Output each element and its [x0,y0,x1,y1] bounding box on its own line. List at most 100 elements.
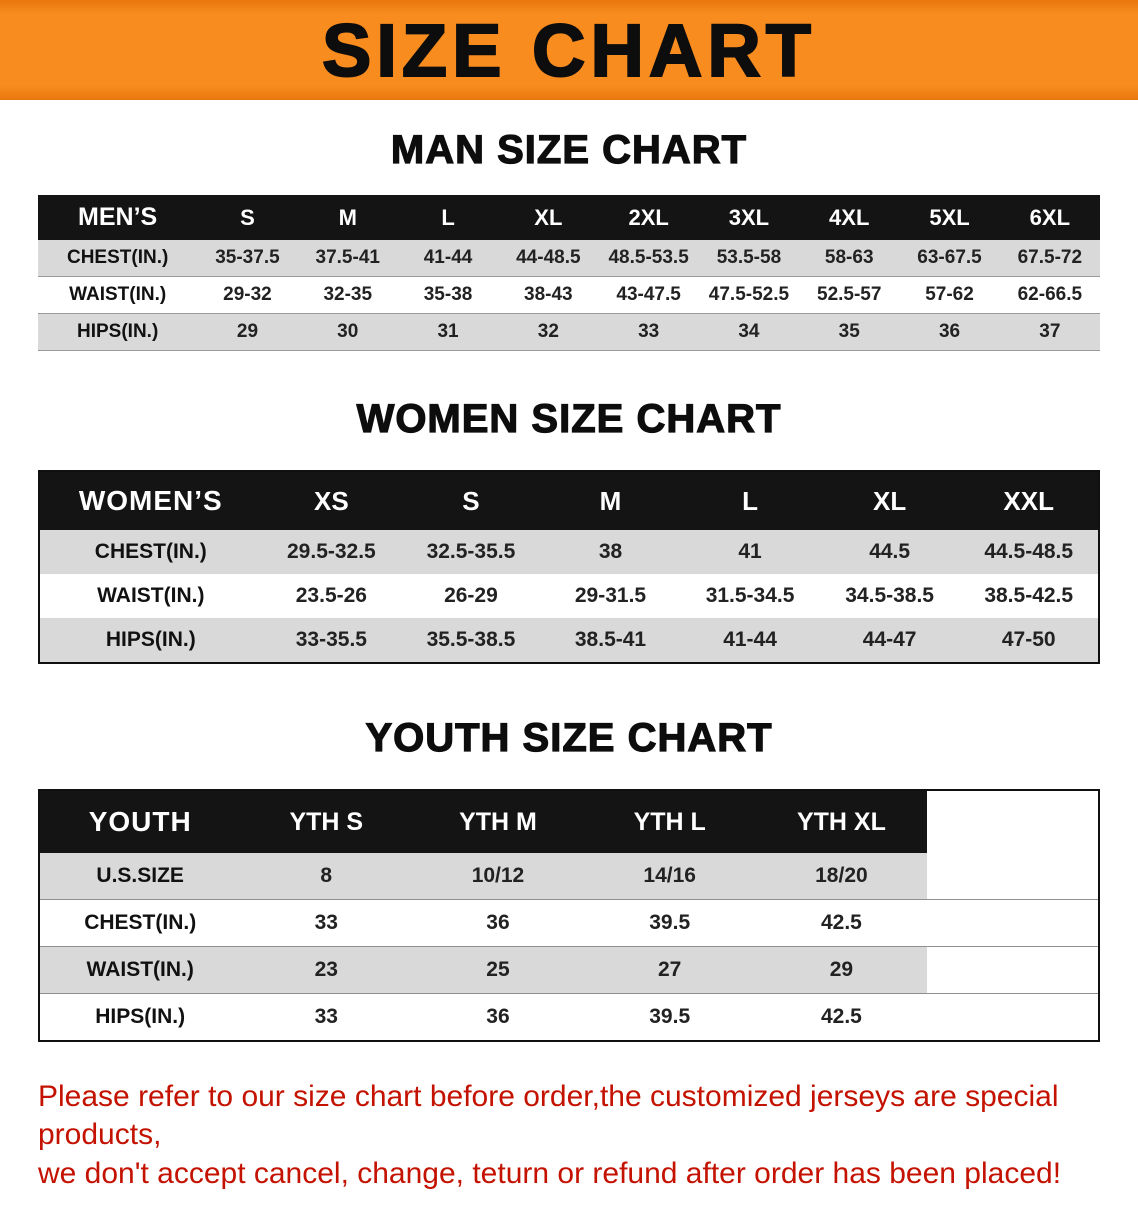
size-value-cell: 44-47 [862,628,917,651]
size-chart-banner: SIZE CHART [0,0,1138,100]
size-value-cell: 26-29 [444,584,498,607]
size-value-cell: 37.5-41 [315,247,380,268]
size-value-cell: 14/16 [643,864,696,887]
size-value-cell: 42.5 [820,911,862,934]
disclaimer-line-1: Please refer to our size chart before or… [38,1080,1059,1152]
size-value-cell: 8 [320,864,333,887]
size-value-cell: 30 [337,321,359,342]
size-value-cell: 32.5-35.5 [426,540,516,563]
size-value-cell: 34 [738,321,760,342]
row-label-cell: HIPS(IN.) [95,1005,186,1028]
size-value-cell: 27 [658,958,682,981]
size-header-cell: 2XL [628,204,669,230]
size-value-cell: 42.5 [820,1005,862,1028]
size-value-cell: 47.5-52.5 [708,284,790,305]
size-value-cell: 43-47.5 [616,284,681,305]
row-label-cell: CHEST(IN.) [94,540,207,563]
size-row: CHEST(IN.) 33 36 39.5 42.5 [39,899,1099,947]
size-value-cell: 31 [437,321,459,342]
size-header-cell: 3XL [728,204,770,230]
size-value-cell: 29-31.5 [574,584,647,607]
size-header-cell: S [462,485,480,516]
size-value-cell: 38-43 [524,284,573,305]
size-header-cell: XS [314,485,349,516]
size-value-cell: 37 [1039,321,1061,342]
size-value-cell: 10/12 [471,864,525,887]
size-value-cell: 35.5-38.5 [426,628,516,651]
size-header-cell: XL [873,485,907,516]
women-table-body: CHEST(IN.) 29.5-32.5 32.5-35.5 38 41 44.5 44.5… [39,530,1099,663]
size-value-cell: 38.5-41 [574,628,647,651]
size-header-cell: 6XL [1029,204,1071,230]
row-label-cell: U.S.SIZE [96,864,184,887]
size-value-cell: 33 [314,911,338,934]
size-value-cell: 29 [236,321,259,342]
table-name-cell: YOUTH [88,806,192,837]
size-value-cell: 62-66.5 [1017,284,1083,305]
size-value-cell: 29-32 [223,284,272,305]
size-value-cell: 29.5-32.5 [287,540,376,563]
men-size-table: MEN’S S M L XL 2XL 3XL 4XL 5XL 6XL CHEST(IN.) 35-3… [38,195,1100,351]
men-section-heading: MAN SIZE CHART [390,127,748,172]
size-value-cell: 23 [314,958,338,981]
size-value-cell: 35-38 [423,284,473,305]
women-size-table: WOMEN’S XS S M L XL XXL CHEST(IN.) 29.5-32.5 32.… [38,470,1100,664]
size-value-cell: 41 [738,540,762,563]
men-size-section: MAN SIZE CHART MEN’S S M L XL 2XL 3XL 4XL 5XL 6XL… [0,100,1138,351]
size-value-cell: 41-44 [723,628,777,651]
size-header-cell: XXL [1003,485,1054,516]
size-header-cell: YTH S [289,807,364,836]
size-header-cell: YTH M [459,807,537,836]
row-label-cell: CHEST(IN.) [84,911,197,934]
youth-table-body: U.S.SIZE 8 10/12 14/16 18/20 CHEST(IN.) 33 36 39… [39,853,1099,1041]
size-header-cell: S [240,204,255,230]
size-row: WAIST(IN.) 23.5-26 26-29 29-31.5 31.5-34.5 34… [39,574,1099,618]
youth-table-header-row: YOUTH YTH S YTH M YTH L YTH XL [39,790,1099,853]
table-name-cell: WOMEN’S [78,485,223,516]
size-row: CHEST(IN.) 29.5-32.5 32.5-35.5 38 41 44.5 44.5… [39,530,1099,574]
size-value-cell: 25 [486,958,510,981]
row-label-cell: WAIST(IN.) [86,958,194,981]
women-table-header-row: WOMEN’S XS S M L XL XXL [39,471,1099,530]
size-value-cell: 18/20 [815,864,868,887]
size-header-cell: 4XL [829,204,870,230]
youth-size-section: YOUTH SIZE CHART YOUTH YTH S YTH M YTH L YTH… [0,664,1138,1042]
size-header-cell: L [441,204,455,230]
size-value-cell: 36 [938,321,961,342]
disclaimer: Please refer to our size chart before or… [38,1078,1100,1207]
size-value-cell: 34.5-38.5 [845,584,934,607]
size-row: HIPS(IN.) 33-35.5 35.5-38.5 38.5-41 41-44 44-… [39,618,1099,663]
row-label-cell: HIPS(IN.) [105,628,196,651]
size-value-cell: 44-48.5 [516,247,581,268]
size-value-cell: 36 [486,1005,510,1028]
size-row: WAIST(IN.) 29-32 32-35 35-38 38-43 43-47.5 47.… [38,276,1100,314]
size-value-cell: 39.5 [649,1005,691,1028]
size-value-cell: 33 [638,321,660,342]
size-header-cell: L [742,485,758,516]
women-size-section: WOMEN SIZE CHART WOMEN’S XS S M L XL XXL CHEST… [0,351,1138,664]
size-value-cell: 67.5-72 [1017,247,1083,268]
size-value-cell: 52.5-57 [817,284,882,305]
size-value-cell: 23.5-26 [295,584,367,607]
youth-size-table: YOUTH YTH S YTH M YTH L YTH XL U.S.SIZE 8 10/1… [38,789,1100,1042]
size-header-cell: YTH XL [796,807,886,836]
size-row: CHEST(IN.) 35-37.5 37.5-41 41-44 44-48.5 48.5… [38,240,1100,277]
size-value-cell: 32-35 [323,284,373,305]
size-row: U.S.SIZE 8 10/12 14/16 18/20 [39,853,1099,900]
size-value-cell: 31.5-34.5 [705,584,795,607]
size-header-cell: YTH L [633,807,706,836]
men-table-body: CHEST(IN.) 35-37.5 37.5-41 41-44 44-48.5 48.5… [38,240,1100,351]
size-value-cell: 48.5-53.5 [608,247,689,268]
row-label-cell: HIPS(IN.) [77,321,159,342]
size-value-cell: 44.5-48.5 [984,540,1074,563]
disclaimer-line-2: we don't accept cancel, change, teturn o… [38,1156,1062,1190]
row-label-cell: WAIST(IN.) [97,584,205,607]
size-value-cell: 33-35.5 [295,628,367,651]
size-value-cell: 47-50 [1001,628,1056,651]
size-value-cell: 39.5 [649,911,691,934]
size-value-cell: 35 [838,321,860,342]
page-title: SIZE CHART [321,8,816,93]
size-value-cell: 58-63 [824,247,874,268]
men-table-header-row: MEN’S S M L XL 2XL 3XL 4XL 5XL 6XL [38,195,1100,240]
size-value-cell: 29 [829,958,854,981]
